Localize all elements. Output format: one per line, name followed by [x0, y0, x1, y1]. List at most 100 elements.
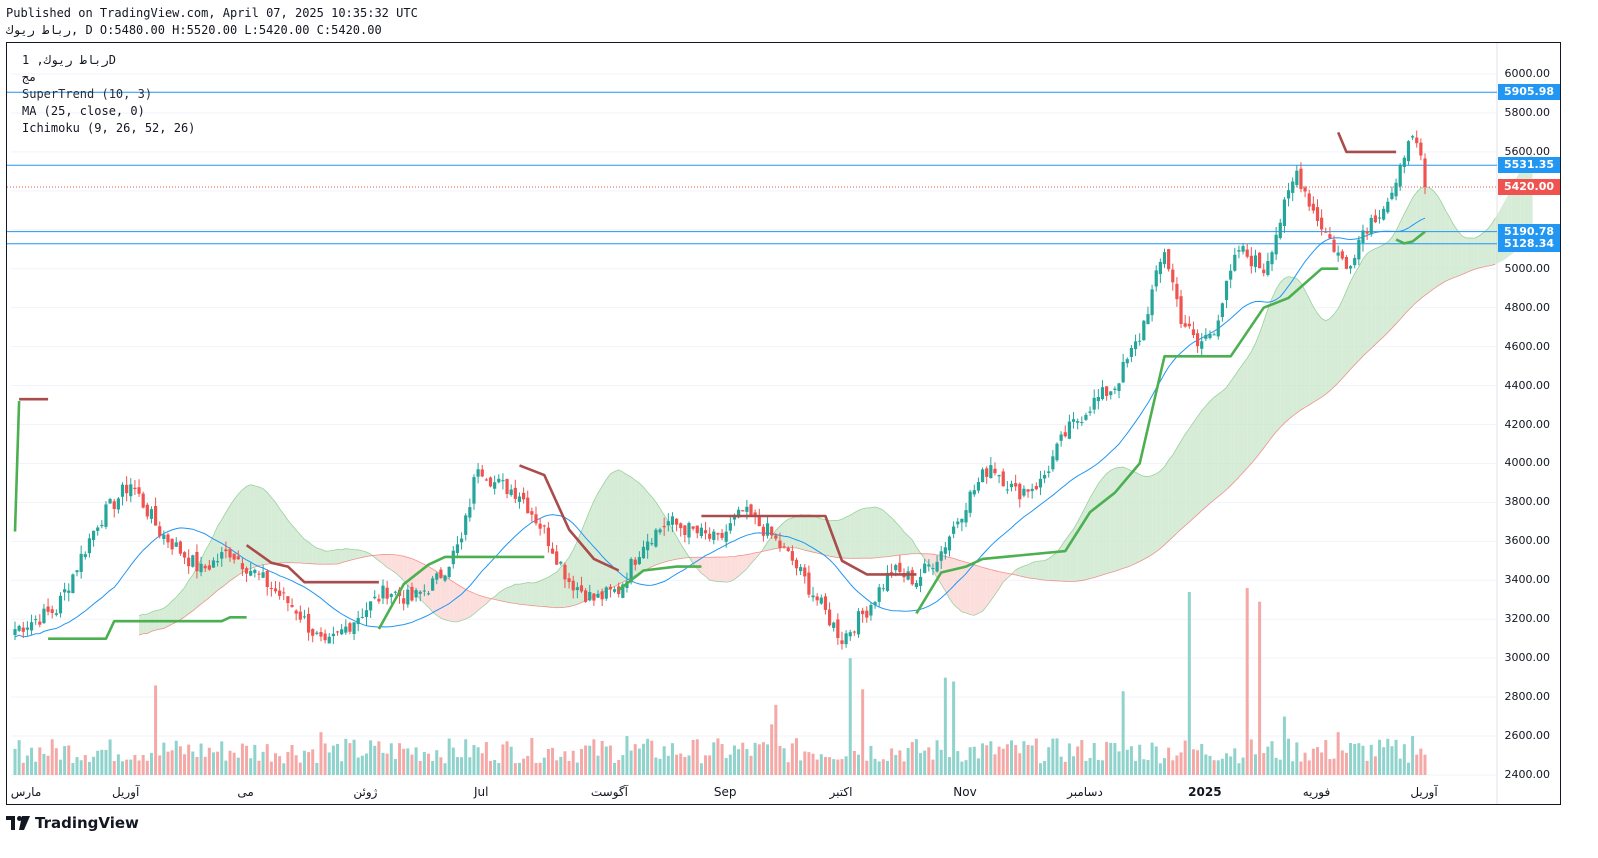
price-tick-label: 5000.00 — [1504, 261, 1551, 275]
candle-body — [108, 499, 112, 504]
supertrend-up-line — [13, 401, 21, 532]
volume-bar — [1109, 742, 1113, 775]
ichimoku-cloud-segment — [986, 568, 991, 607]
volume-bar — [1038, 763, 1042, 775]
ichimoku-cloud-segment — [1338, 300, 1343, 383]
ichimoku-cloud-segment — [440, 573, 446, 620]
volume-bar — [947, 757, 951, 775]
volume-bar — [199, 743, 203, 775]
candle-body — [1063, 432, 1067, 437]
candle-body — [1332, 239, 1336, 252]
legend-ma[interactable]: MA (25, close, 0) — [22, 104, 145, 118]
ichimoku-cloud-segment — [1226, 381, 1231, 490]
candle-body — [1216, 320, 1220, 337]
volume-bar — [92, 756, 96, 775]
volume-bar — [38, 747, 42, 775]
volume-bar — [331, 745, 335, 775]
volume-bar — [1419, 748, 1423, 775]
candle-body — [1076, 421, 1080, 423]
volume-bar — [1386, 738, 1390, 775]
volume-bar — [203, 756, 207, 775]
volume-bar — [708, 755, 712, 775]
ichimoku-cloud-segment — [221, 512, 226, 588]
legend-ichimoku[interactable]: Ichimoku (9, 26, 52, 26) — [22, 121, 196, 135]
volume-bar — [906, 748, 910, 775]
candle-body — [137, 487, 141, 494]
volume-bar — [1398, 758, 1402, 775]
ichimoku-cloud-segment — [1131, 470, 1136, 566]
candle-body — [406, 589, 410, 605]
ichimoku-cloud-segment — [1416, 188, 1421, 303]
volume-bar — [1303, 752, 1307, 775]
volume-bar — [600, 740, 604, 775]
ichimoku-cloud-segment — [796, 514, 801, 550]
volume-bar — [778, 745, 782, 775]
candle-body — [799, 567, 803, 572]
volume-bar — [141, 755, 145, 775]
volume-bar — [555, 760, 559, 775]
ichimoku-cloud-segment — [1189, 422, 1194, 523]
volume-bar — [497, 762, 501, 775]
volume-bar — [1266, 746, 1270, 775]
ichimoku-cloud-segment — [263, 488, 268, 565]
volume-bar — [505, 741, 509, 775]
ichimoku-cloud-segment — [416, 560, 421, 600]
ichimoku-cloud-segment — [1313, 306, 1318, 403]
volume-bar — [1270, 741, 1274, 775]
candle-body — [364, 610, 369, 618]
candle-body — [431, 578, 435, 591]
ichimoku-cloud-segment — [1156, 470, 1161, 552]
candle-body — [497, 478, 501, 483]
candle-body — [331, 633, 335, 637]
candle-body — [699, 527, 703, 536]
volume-bar — [100, 749, 104, 775]
candle-body — [592, 593, 596, 601]
ichimoku-cloud-segment — [1036, 560, 1041, 580]
chart-area[interactable]: رباط ريوك, 1D مج SuperTrend (10, 3) MA (… — [6, 42, 1561, 805]
last-price-tag: 5420.00 — [1498, 178, 1560, 195]
candle-body — [980, 469, 985, 483]
candle-body — [468, 507, 472, 518]
candle-body — [509, 489, 513, 496]
supertrend-down-line — [519, 464, 620, 572]
volume-bar — [1340, 750, 1344, 775]
ichimoku-cloud-segment — [1354, 266, 1359, 365]
ichimoku-cloud-segment — [1371, 248, 1376, 349]
ichimoku-cloud-segment — [436, 571, 441, 619]
candle-body — [753, 512, 757, 517]
volume-bar — [675, 754, 679, 775]
volume-bar — [191, 751, 195, 775]
candle-body — [1129, 348, 1134, 357]
volume-bar — [484, 742, 488, 775]
volume-bar — [1105, 741, 1109, 775]
volume-bar — [666, 755, 670, 775]
candle-body — [311, 629, 315, 636]
candle-body — [1328, 234, 1332, 239]
ichimoku-cloud-segment — [1404, 205, 1409, 315]
ichimoku-cloud-segment — [378, 554, 384, 564]
volume-bar — [1287, 738, 1291, 775]
level-price-tag: 5190.78 — [1498, 223, 1560, 240]
candle-body — [34, 619, 38, 621]
ichimoku-cloud-segment — [391, 554, 396, 573]
volume-bar — [369, 740, 373, 775]
volume-bar — [58, 759, 62, 775]
ichimoku-cloud-segment — [598, 486, 603, 595]
volume-bar — [914, 739, 918, 775]
volume-bar — [273, 753, 277, 775]
volume-bar — [1014, 745, 1018, 775]
ichimoku-cloud-segment — [858, 508, 863, 559]
candle-body — [216, 561, 220, 563]
ichimoku-cloud-segment — [527, 582, 532, 606]
candle-body — [1415, 137, 1419, 144]
volume-bar — [803, 751, 807, 775]
ichimoku-cloud-segment — [709, 557, 714, 581]
candle-body — [199, 563, 203, 573]
volume-bar — [852, 750, 856, 775]
ichimoku-cloud-segment — [1267, 298, 1273, 443]
candle-body — [240, 563, 245, 570]
published-line: Published on TradingView.com, April 07, … — [6, 6, 418, 20]
volume-bar — [625, 736, 629, 775]
candle-body — [985, 468, 989, 477]
legend-supertrend[interactable]: SuperTrend (10, 3) — [22, 87, 153, 101]
